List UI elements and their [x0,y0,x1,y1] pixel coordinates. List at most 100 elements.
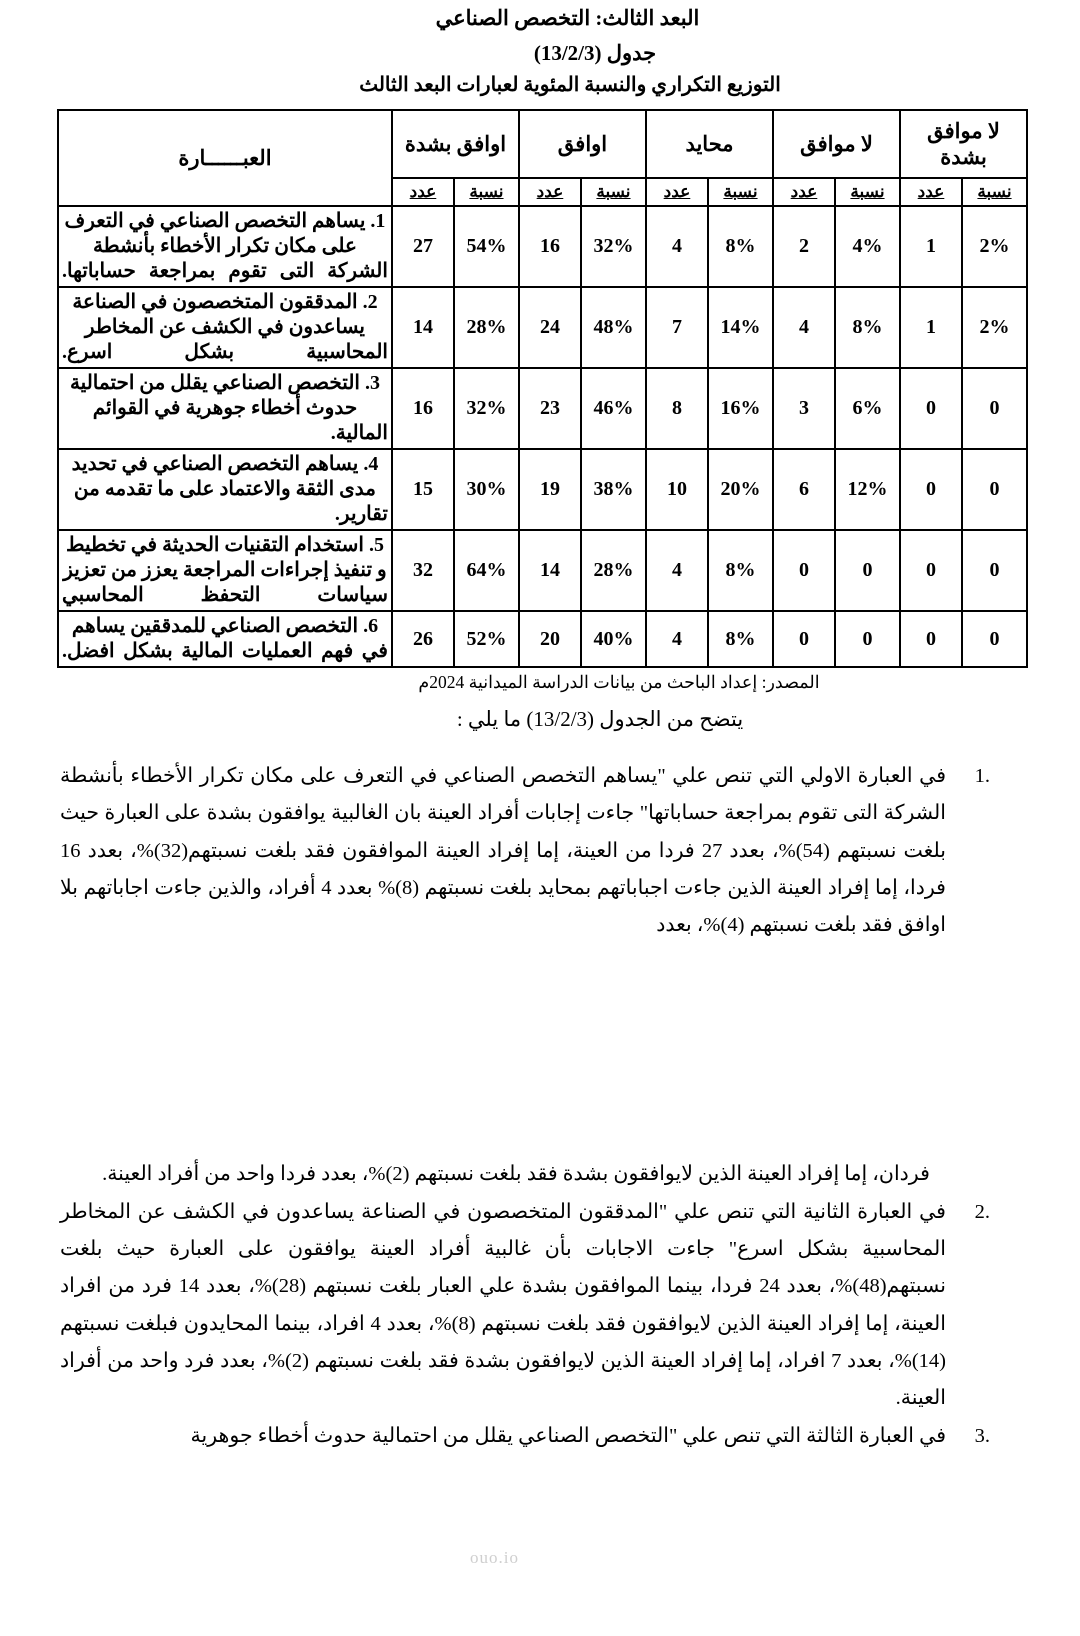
table-header-row-groups: لا موافق بشدة لا موافق محايد اوافق اوافق… [56,109,1029,207]
frequency-distribution-table: لا موافق بشدة لا موافق محايد اوافق اوافق… [56,109,1029,668]
cell-strongly-agree-count: 32 [390,529,455,612]
table-number: جدول (13/2/3) [533,41,657,65]
statement-text: استخدام التقنيات الحديثة في تخطيط و تنفي… [61,534,388,606]
statement-text: يساهم التخصص الصناعي في التعرف على مكان … [61,210,388,282]
table-row: 0 0 12% 6 20% 10 38% 19 30% 15 4. يساهم … [56,448,1028,531]
cell-agree-count: 19 [517,448,582,531]
subheader-pct: نسبة [706,177,774,207]
intro-line: يتضح من الجدول (13/2/3) ما يلي : [456,707,744,731]
cell-strongly-disagree-count: 1 [898,205,964,288]
statement-number: 6. [363,615,379,637]
analysis-item-3: في العبارة الثالثة التي تنص علي "التخصص … [190,1418,990,1456]
subheader-pct: نسبة [579,177,647,207]
table-row: 2% 1 4% 2 8% 4 32% 16 54% 27 1. يساهم ال… [56,205,1028,288]
cell-disagree-count: 3 [771,367,836,450]
cell-strongly-agree-count: 26 [390,610,455,668]
cell-strongly-disagree-count: 0 [898,529,964,612]
watermark: ouo.io [470,1548,519,1567]
cell-disagree-count: 0 [771,529,836,612]
table-row: 0 0 0 0 8% 4 40% 20 52% 26 6. التخصص الص… [56,610,1028,668]
table-header-row-subs: نسبة عدد نسبة عدد نسبة عدد نسبة عدد نسبة… [58,177,1028,207]
cell-strongly-agree-count: 14 [390,286,455,369]
cell-strongly-agree-pct: 54% [452,205,520,288]
cell-disagree-count: 4 [771,286,836,369]
cell-neutral-pct: 8% [706,205,774,288]
cell-neutral-count: 4 [644,205,709,288]
table-row: 0 0 6% 3 16% 8 46% 23 32% 16 3. التخصص ا… [56,367,1028,450]
statement-number: 5. [368,534,384,556]
cell-statement: 3. التخصص الصناعي يقلل من احتمالية حدوث … [56,367,393,450]
statement-number: 2. [362,291,378,313]
analysis-item-1-continued: فردان، إما إفراد العينة الذين لايوافقون … [102,1163,930,1186]
cell-agree-pct: 46% [579,367,647,450]
statement-text: التخصص الصناعي للمدققين يساهم في فهم الع… [61,615,388,662]
cell-disagree-count: 2 [771,205,836,288]
analysis-list-continued: في العبارة الثانية التي تنص علي "المدققو… [60,1194,990,1456]
cell-agree-count: 16 [517,205,582,288]
source-note: المصدر: إعداد الباحث من بيانات الدراسة ا… [418,672,820,692]
cell-strongly-disagree-count: 0 [898,610,964,668]
cell-agree-pct: 38% [579,448,647,531]
cell-strongly-disagree-pct: 0 [961,610,1028,668]
header-disagree: لا موافق [771,109,901,179]
cell-agree-count: 14 [517,529,582,612]
cell-strongly-disagree-pct: 2% [961,286,1028,369]
cell-strongly-disagree-pct: 2% [961,205,1028,288]
table-row: 0 0 0 0 8% 4 28% 14 64% 32 5. استخدام ال… [56,529,1028,612]
cell-strongly-disagree-count: 0 [898,367,964,450]
cell-neutral-pct: 16% [706,367,774,450]
statement-number: 1. [370,210,386,232]
subheader-count: عدد [771,177,836,207]
cell-agree-pct: 28% [579,529,647,612]
cell-neutral-count: 4 [644,529,709,612]
table-body: 2% 1 4% 2 8% 4 32% 16 54% 27 1. يساهم ال… [56,205,1028,668]
analysis-item-2: في العبارة الثانية التي تنص علي "المدققو… [60,1194,990,1410]
cell-disagree-pct: 12% [833,448,901,531]
subheader-pct: نسبة [961,177,1028,207]
subheader-pct: نسبة [833,177,901,207]
cell-statement: 1. يساهم التخصص الصناعي في التعرف على مك… [56,205,393,288]
cell-strongly-disagree-count: 0 [898,448,964,531]
cell-statement: 2. المدققون المتخصصون في الصناعة يساعدون… [56,286,393,369]
cell-neutral-pct: 20% [706,448,774,531]
cell-neutral-count: 10 [644,448,709,531]
cell-strongly-agree-count: 16 [390,367,455,450]
cell-disagree-pct: 0 [833,610,901,668]
cell-agree-pct: 32% [579,205,647,288]
cell-strongly-agree-pct: 64% [452,529,520,612]
statement-text: يساهم التخصص الصناعي في تحديد مدى الثقة … [71,453,388,525]
cell-neutral-count: 7 [644,286,709,369]
cell-disagree-pct: 0 [833,529,901,612]
cell-strongly-agree-count: 27 [390,205,455,288]
cell-agree-count: 23 [517,367,582,450]
cell-neutral-pct: 8% [706,529,774,612]
subheader-count: عدد [898,177,964,207]
cell-neutral-count: 8 [644,367,709,450]
continued-block: فردان، إما إفراد العينة الذين لايوافقون … [0,1156,1080,1456]
cell-strongly-agree-count: 15 [390,448,455,531]
subheader-count: عدد [517,177,582,207]
cell-neutral-pct: 14% [706,286,774,369]
dimension-title: البعد الثالث: التخصص الصناعي [435,6,700,30]
cell-strongly-disagree-pct: 0 [961,529,1028,612]
cell-agree-pct: 48% [579,286,647,369]
cell-agree-pct: 40% [579,610,647,668]
header-strongly-disagree: لا موافق بشدة [898,109,1029,179]
page-break-gap [0,946,1080,1156]
statement-text: التخصص الصناعي يقلل من احتمالية حدوث أخط… [69,372,388,444]
analysis-item-1: في العبارة الاولي التي تنص علي "يساهم ال… [60,758,990,937]
cell-statement: 4. يساهم التخصص الصناعي في تحديد مدى الث… [56,448,393,531]
cell-agree-count: 20 [517,610,582,668]
cell-agree-count: 24 [517,286,582,369]
header-statement: العبــــــارة [56,109,393,207]
cell-statement: 5. استخدام التقنيات الحديثة في تخطيط و ت… [56,529,393,612]
cell-neutral-pct: 8% [706,610,774,668]
frequency-table-wrapper: لا موافق بشدة لا موافق محايد اوافق اوافق… [56,109,1029,668]
statement-text: المدققون المتخصصون في الصناعة يساعدون في… [61,291,388,363]
analysis-list: في العبارة الاولي التي تنص علي "يساهم ال… [0,758,1080,944]
subheader-pct: نسبة [452,177,520,207]
cell-neutral-count: 4 [644,610,709,668]
table-caption: التوزيع التكراري والنسبة المئوية لعبارات… [359,74,781,96]
subheader-count: عدد [390,177,455,207]
